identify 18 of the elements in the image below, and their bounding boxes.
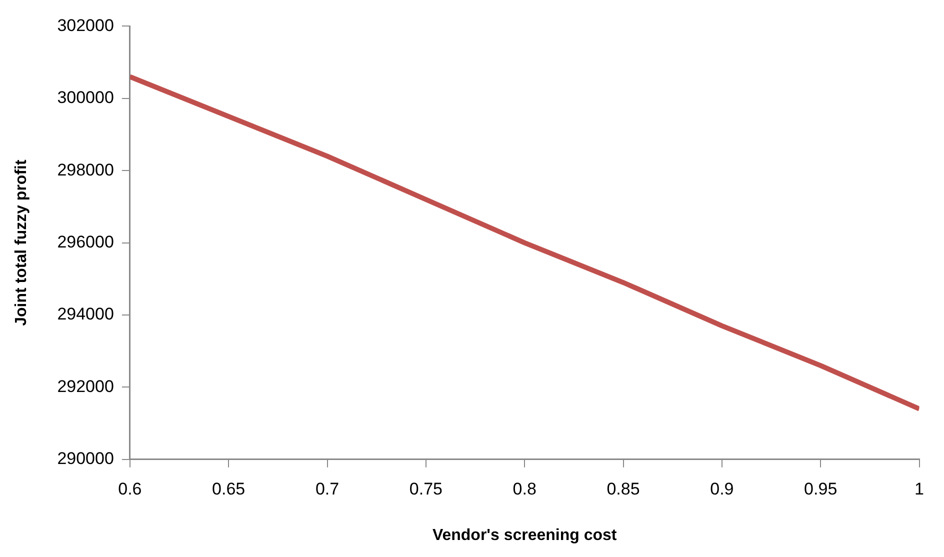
y-tick-label: 294000: [57, 304, 114, 324]
y-tick-label: 292000: [57, 376, 114, 396]
x-tick-label: 0.75: [409, 479, 442, 498]
x-tick-label: 0.6: [118, 479, 142, 498]
x-tick-label: 0.65: [212, 479, 246, 498]
x-tick-label: 0.95: [804, 479, 838, 498]
y-tick-label: 302000: [57, 16, 114, 35]
x-tick-label: 0.8: [512, 479, 536, 498]
y-tick-label: 298000: [57, 160, 114, 180]
y-axis-title: Joint total fuzzy profit: [13, 159, 30, 326]
y-tick-label: 300000: [57, 88, 114, 108]
x-tick-label: 0.7: [315, 479, 340, 498]
x-axis-title: Vendor's screening cost: [432, 526, 618, 544]
x-tick-label: 0.85: [606, 479, 640, 498]
y-tick-label: 290000: [57, 449, 114, 468]
y-tick-label: 296000: [57, 232, 114, 252]
x-tick-label: 1: [914, 479, 924, 498]
x-tick-label: 0.9: [710, 479, 734, 498]
